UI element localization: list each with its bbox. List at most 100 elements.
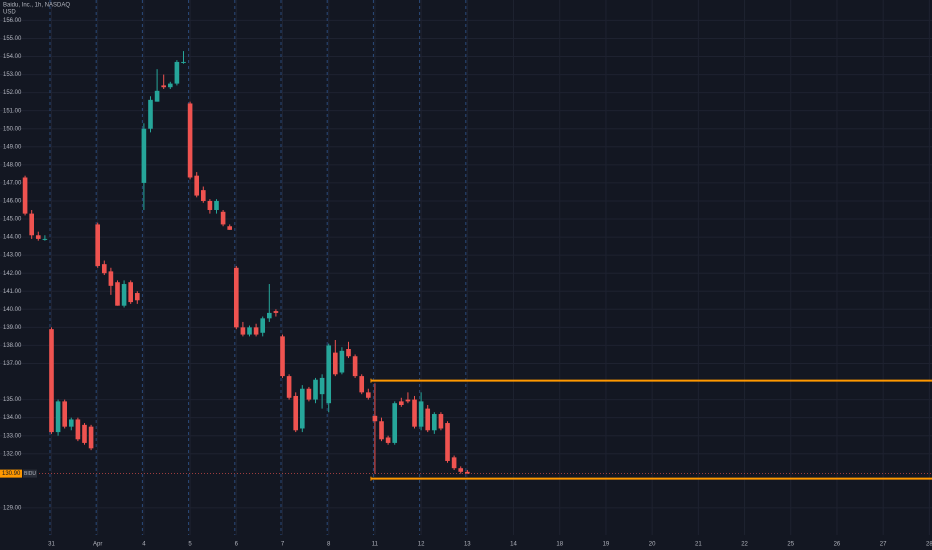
y-tick-label: 151.00 bbox=[3, 108, 22, 114]
y-tick-label: 140.00 bbox=[3, 307, 22, 313]
candle-body bbox=[359, 376, 365, 393]
candle-body bbox=[88, 426, 94, 449]
candle-body bbox=[425, 408, 431, 431]
symbol-tag: BIDU bbox=[24, 471, 36, 477]
x-tick-label: 13 bbox=[464, 542, 471, 548]
candle-body bbox=[266, 312, 272, 319]
candle-body bbox=[121, 284, 127, 306]
candle-body bbox=[207, 200, 213, 210]
candle-body bbox=[392, 403, 398, 443]
candle-body bbox=[346, 349, 351, 357]
y-tick-label: 148.00 bbox=[3, 162, 22, 168]
candle-body bbox=[352, 356, 358, 377]
x-tick-label: 5 bbox=[188, 542, 192, 548]
x-tick-label: 7 bbox=[281, 542, 285, 548]
candle-body bbox=[22, 177, 28, 214]
candle-body bbox=[49, 329, 54, 433]
y-tick-label: 133.00 bbox=[3, 433, 22, 439]
candle-body bbox=[366, 392, 371, 398]
candle-body bbox=[445, 423, 450, 461]
candle-body bbox=[200, 190, 206, 201]
y-tick-label: 143.00 bbox=[3, 253, 22, 259]
candle-body bbox=[220, 211, 226, 225]
price-label: 130.90 bbox=[2, 471, 21, 477]
y-tick-label: 150.00 bbox=[3, 126, 22, 132]
candle-body bbox=[55, 401, 61, 433]
x-tick-label: 19 bbox=[603, 542, 610, 548]
price-label-box bbox=[0, 469, 22, 478]
candle-body bbox=[273, 311, 279, 313]
candle-body bbox=[29, 213, 34, 236]
y-tick-label: 134.00 bbox=[3, 415, 22, 421]
candle-body bbox=[326, 345, 332, 404]
currency: USD bbox=[3, 10, 16, 16]
candle-body bbox=[141, 128, 147, 183]
candle-body bbox=[405, 399, 411, 402]
candle-body bbox=[35, 235, 41, 239]
candle-body bbox=[399, 401, 404, 405]
x-tick-label: 21 bbox=[695, 542, 702, 548]
y-tick-label: 137.00 bbox=[3, 361, 22, 367]
y-tick-label: 139.00 bbox=[3, 325, 22, 331]
candle-body bbox=[260, 318, 266, 333]
candle-body bbox=[319, 377, 325, 395]
y-tick-label: 142.00 bbox=[3, 271, 22, 277]
candle-body bbox=[75, 419, 81, 440]
candle-body bbox=[194, 175, 200, 196]
x-tick-label: 25 bbox=[787, 542, 794, 548]
y-tick-label: 138.00 bbox=[3, 343, 22, 349]
candle-body bbox=[161, 85, 167, 88]
candle-body bbox=[62, 401, 67, 427]
x-tick-label: 4 bbox=[142, 542, 146, 548]
candle-body bbox=[432, 414, 437, 431]
x-tick-label: 18 bbox=[556, 542, 563, 548]
candle-body bbox=[385, 437, 391, 443]
candle-body bbox=[82, 424, 87, 443]
y-tick-label: 129.00 bbox=[3, 505, 22, 511]
candle-body bbox=[286, 376, 292, 398]
y-tick-label: 135.00 bbox=[3, 397, 22, 403]
candle-body bbox=[253, 327, 259, 335]
candle-body bbox=[181, 61, 186, 63]
candle-body bbox=[438, 414, 444, 429]
candle-body bbox=[68, 419, 74, 427]
candle-body bbox=[42, 238, 48, 240]
candle-body bbox=[227, 226, 233, 230]
candle-body bbox=[299, 388, 305, 429]
x-tick-label: 12 bbox=[418, 542, 425, 548]
candle-body bbox=[247, 327, 252, 335]
y-tick-label: 147.00 bbox=[3, 180, 22, 186]
candle-body bbox=[187, 103, 193, 178]
y-tick-label: 154.00 bbox=[3, 54, 22, 60]
candle-body bbox=[233, 267, 239, 328]
candle-body bbox=[101, 264, 107, 274]
candle-body bbox=[134, 293, 140, 301]
x-tick-label: 11 bbox=[372, 542, 379, 548]
candle-body bbox=[379, 421, 384, 440]
y-tick-label: 141.00 bbox=[3, 289, 22, 295]
y-tick-label: 155.00 bbox=[3, 36, 22, 42]
candle-body bbox=[240, 327, 246, 335]
x-tick-label: 27 bbox=[880, 542, 887, 548]
x-tick-label: 6 bbox=[235, 542, 239, 548]
candle-body bbox=[465, 471, 470, 474]
candle-body bbox=[108, 271, 114, 286]
x-tick-label: 31 bbox=[48, 542, 55, 548]
y-tick-label: 152.00 bbox=[3, 90, 22, 96]
y-tick-label: 149.00 bbox=[3, 144, 22, 150]
candle-body bbox=[128, 282, 134, 303]
candle-body bbox=[339, 350, 345, 373]
candle-body bbox=[95, 224, 100, 266]
candle-body bbox=[167, 83, 173, 88]
y-tick-label: 145.00 bbox=[3, 217, 22, 223]
symbol-tag-box bbox=[23, 469, 37, 478]
y-tick-label: 146.00 bbox=[3, 199, 22, 205]
candle-body bbox=[154, 90, 160, 102]
x-tick-label: 20 bbox=[649, 542, 656, 548]
candle-body bbox=[280, 336, 285, 377]
candle-body bbox=[412, 399, 417, 427]
candle-body bbox=[372, 415, 378, 422]
x-tick-label: 26 bbox=[834, 542, 841, 548]
